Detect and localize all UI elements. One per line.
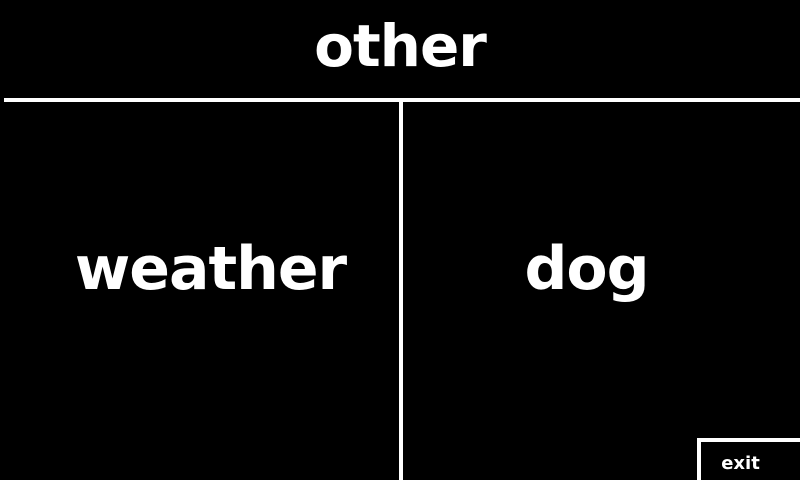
option-dog-button[interactable]: dog	[403, 102, 800, 480]
page-title: other	[0, 0, 800, 100]
exit-button-label: exit	[721, 452, 760, 474]
page-title-text: other	[314, 12, 487, 80]
option-weather-button[interactable]: weather	[0, 102, 399, 480]
exit-button[interactable]: exit	[697, 438, 800, 480]
column-divider	[399, 100, 403, 480]
option-dog-label: dog	[524, 234, 649, 304]
option-weather-label: weather	[74, 234, 347, 304]
